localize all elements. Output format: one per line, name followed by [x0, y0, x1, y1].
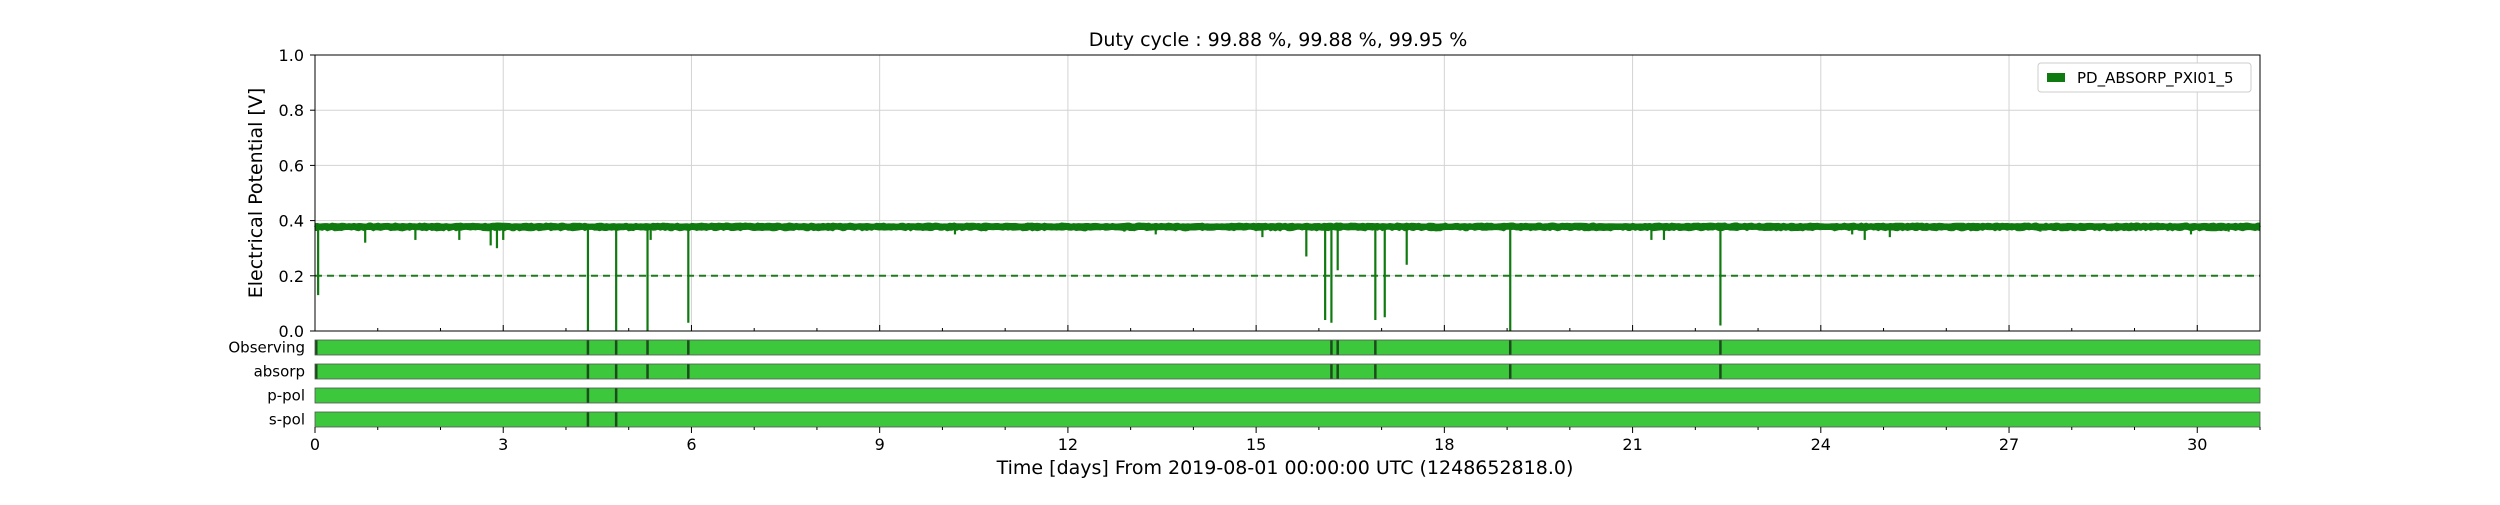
- legend-frame: [2037, 62, 2252, 93]
- segment-bar: [315, 388, 2260, 403]
- x-tick-label: 27: [1999, 435, 2019, 454]
- segment-bar: [315, 412, 2260, 427]
- segment-frame: [314, 387, 2261, 404]
- grid-lines: [314, 54, 2260, 332]
- y-tick-label: 1.0: [279, 46, 304, 65]
- chart-title: Duty cycle : 99.88 %, 99.88 %, 99.95 %: [1089, 29, 1468, 51]
- segment-label: absorp: [254, 363, 305, 381]
- y-tick-label: 0.8: [279, 101, 304, 120]
- data-layer: [314, 222, 2261, 331]
- x-tick-label: 15: [1246, 435, 1266, 454]
- x-tick-label: 18: [1434, 435, 1454, 454]
- y-axis-label: Electrical Potential [V]: [245, 88, 267, 298]
- segment-frame: [314, 411, 2261, 428]
- x-tick-label: 3: [498, 435, 508, 454]
- y-tick-label: 0.2: [279, 267, 304, 286]
- x-tick-label: 24: [1811, 435, 1831, 454]
- x-tick-label: 0: [310, 435, 320, 454]
- legend-swatch: [2047, 73, 2065, 82]
- segment-frame: [314, 363, 2261, 380]
- x-tick-label: 6: [686, 435, 696, 454]
- segment-label: p-pol: [267, 387, 305, 405]
- y-tick-label: 0.6: [279, 156, 304, 175]
- segment-frame: [314, 339, 2261, 356]
- x-axis-label: Time [days] From 2019-08-01 00:00:00 UTC…: [996, 457, 1574, 479]
- segment-bar: [315, 364, 2260, 379]
- axes: [310, 54, 2261, 433]
- y-tick-label: 0.0: [279, 322, 304, 341]
- y-tick-label: 0.4: [279, 212, 304, 231]
- legend: PD_ABSORP_PXI01_5: [2037, 62, 2252, 93]
- x-tick-label: 30: [2187, 435, 2207, 454]
- segment-label: Observing: [228, 339, 305, 357]
- segment-bar: [315, 340, 2260, 355]
- signal-band: [314, 222, 2261, 232]
- segment-label: s-pol: [269, 411, 305, 429]
- x-tick-label: 21: [1622, 435, 1642, 454]
- legend-label: PD_ABSORP_PXI01_5: [2077, 69, 2234, 88]
- plot-frame: [314, 54, 2261, 332]
- segment-bars: [315, 340, 2260, 427]
- x-tick-label: 9: [875, 435, 885, 454]
- signal-point: [320, 225, 323, 227]
- tick-labels: Observing absorp p-pol s-pol 0.0 0.2 0.4 0.6 0.8…: [228, 46, 2207, 454]
- x-tick-label: 12: [1058, 435, 1078, 454]
